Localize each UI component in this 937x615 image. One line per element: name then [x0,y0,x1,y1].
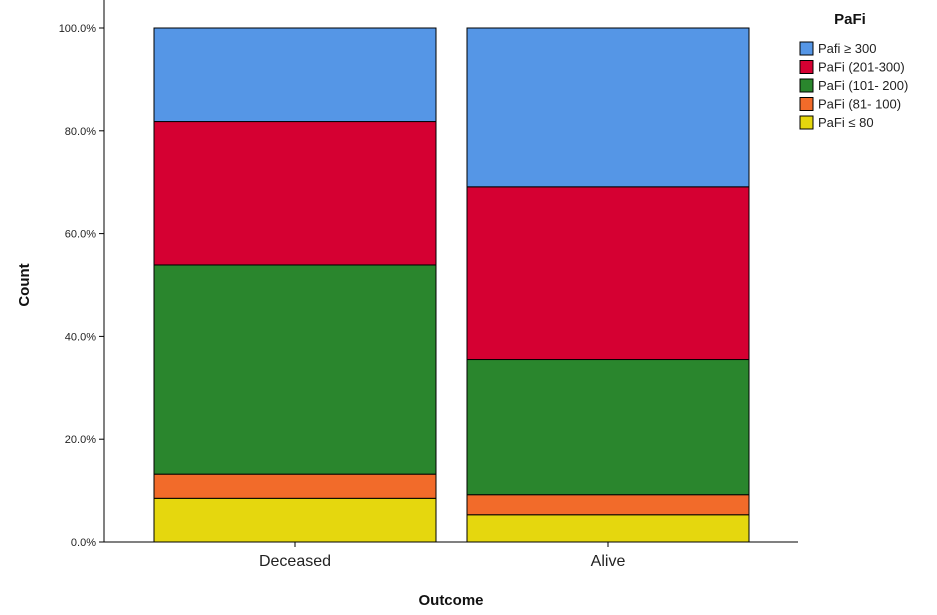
legend-swatch [799,115,814,130]
x-tick-label-alive: Alive [591,553,626,570]
legend-swatch [799,97,814,111]
bar-segment-deceased-0 [153,497,437,543]
legend-swatch [799,41,814,56]
legend: PaFi Pafi ≥ 300 PaFi (201-300) PaFi (101- 2… [799,11,908,130]
y-tick-label: 100.0% [59,23,97,35]
legend-label: PaFi ≤ 80 [818,115,874,130]
y-tick-label: 80.0% [65,126,96,138]
bar-segment-deceased-2 [153,264,437,475]
x-axis-title: Outcome [418,592,483,609]
y-tick-label: 20.0% [65,434,96,446]
bars-layer [153,27,750,543]
legend-swatch [799,60,814,74]
bar-segment-deceased-3 [153,121,437,266]
bar-segment-alive-3 [466,186,750,361]
y-tick-label: 0.0% [71,537,96,549]
x-tick-label-deceased: Deceased [259,553,331,570]
y-tick-label: 60.0% [65,229,96,241]
bar-segment-alive-1 [466,494,750,516]
legend-label: PaFi (201-300) [818,60,905,75]
bar-segment-deceased-4 [153,27,437,123]
bar-segment-alive-4 [466,27,750,188]
bar-segment-alive-2 [466,359,750,496]
y-tick-label: 40.0% [65,331,96,343]
legend-label: PaFi (81- 100) [818,97,901,112]
bar-segment-alive-0 [466,514,750,543]
legend-title: PaFi [834,11,866,28]
legend-label: PaFi (101- 200) [818,78,908,93]
legend-swatch [799,78,814,93]
y-axis-title: Count [16,263,33,306]
legend-label: Pafi ≥ 300 [818,41,876,56]
axes-layer: 0.0% 20.0% 40.0% 60.0% 80.0% 100.0% Deceased Al… [16,0,798,609]
bar-segment-deceased-1 [153,473,437,499]
